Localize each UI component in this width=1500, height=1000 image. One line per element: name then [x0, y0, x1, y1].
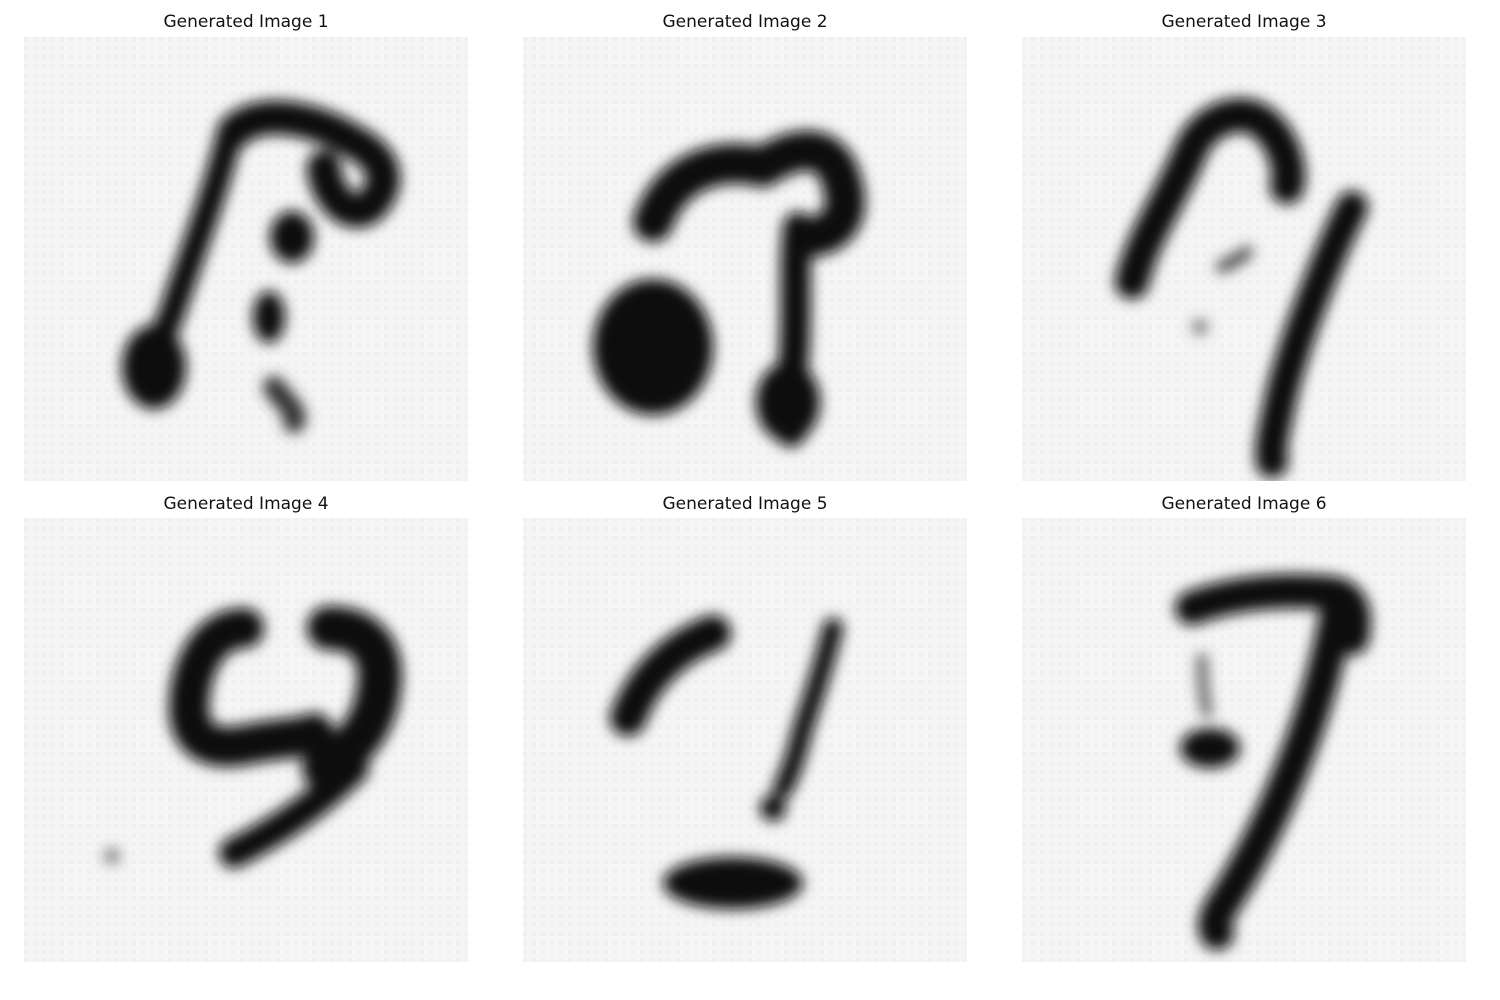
panel-5-title: Generated Image 5 [662, 494, 828, 514]
generated-image-6 [1022, 518, 1466, 962]
generated-image-6-canvas [1022, 518, 1466, 962]
panel-6-title: Generated Image 6 [1161, 494, 1327, 514]
generated-image-2-canvas [523, 37, 967, 481]
generated-image-4-canvas [24, 518, 468, 962]
generated-image-1-canvas [24, 37, 468, 481]
panel-4-title: Generated Image 4 [163, 494, 329, 514]
generated-image-3-canvas [1022, 37, 1466, 481]
panel-1-title: Generated Image 1 [163, 12, 329, 32]
generated-image-2 [523, 37, 967, 481]
generated-image-3 [1022, 37, 1466, 481]
generated-image-5-canvas [523, 518, 967, 962]
generated-image-4 [24, 518, 468, 962]
generated-image-5 [523, 518, 967, 962]
panel-2-title: Generated Image 2 [662, 12, 828, 32]
generated-image-1 [24, 37, 468, 481]
panel-3-title: Generated Image 3 [1161, 12, 1327, 32]
